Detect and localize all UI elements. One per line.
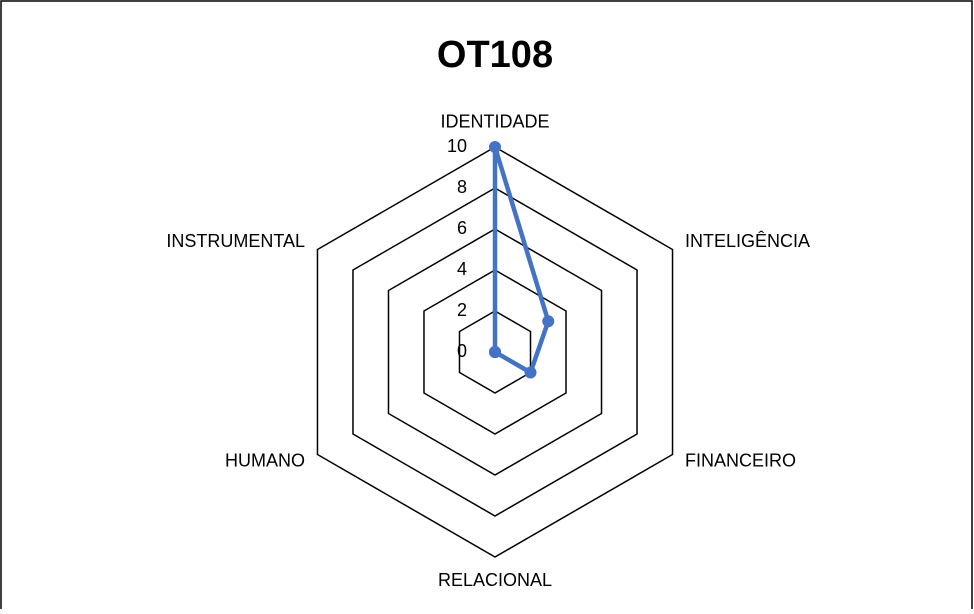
category-label: IDENTIDADE (440, 111, 549, 131)
category-label: FINANCEIRO (685, 450, 796, 470)
grid-ring (352, 187, 638, 517)
grid-ring (316, 146, 674, 558)
r-tick-label: 8 (457, 177, 467, 197)
r-tick-label: 10 (447, 136, 467, 156)
category-label: INTELIGÊNCIA (685, 231, 810, 251)
r-tick-label: 6 (457, 218, 467, 238)
grid-ring (423, 269, 567, 435)
category-label: RELACIONAL (438, 570, 552, 590)
r-tick-label: 2 (457, 300, 467, 320)
data-point (489, 346, 501, 358)
category-label: HUMANO (225, 450, 305, 470)
grid-ring (458, 310, 532, 394)
data-point (489, 141, 501, 153)
r-tick-label: 4 (457, 259, 467, 279)
r-tick-label: 0 (457, 341, 467, 361)
category-label: INSTRUMENTAL (166, 231, 305, 251)
data-point (542, 315, 555, 328)
grid-ring (387, 228, 603, 476)
data-point (524, 366, 537, 379)
chart-title: OT108 (437, 34, 553, 76)
